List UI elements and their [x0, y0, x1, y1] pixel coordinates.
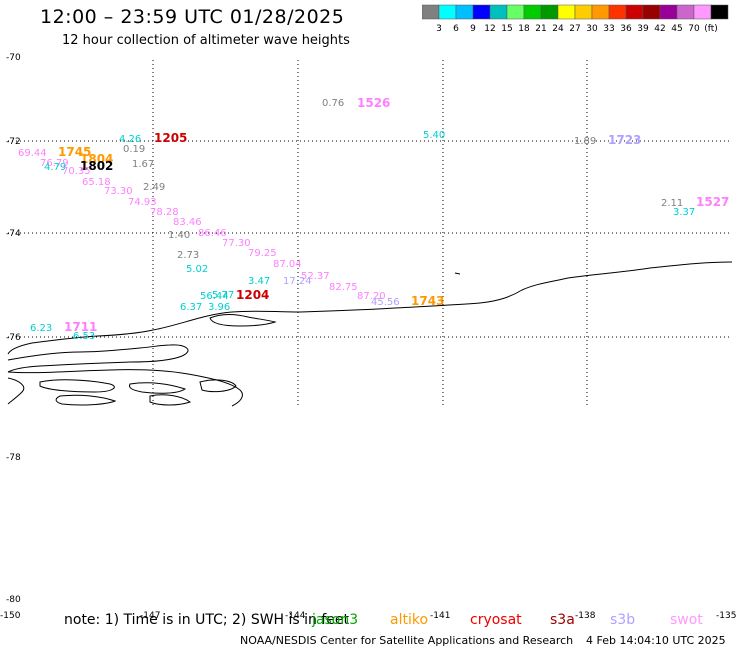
- wave-height-label: 2.49: [143, 182, 165, 193]
- wave-height-label: 17.24: [283, 276, 312, 287]
- wave-height-label: 83.46: [173, 217, 202, 228]
- wave-height-label: 0.76: [322, 98, 344, 109]
- wave-height-label: 3.37: [673, 207, 695, 218]
- graticule: [8, 60, 732, 406]
- scale-label: (ft): [704, 24, 718, 34]
- scale-label: 42: [654, 24, 665, 34]
- wave-height-label: 2.11: [661, 198, 683, 209]
- lat-label: -74: [6, 229, 21, 239]
- wave-height-label: 87.04: [273, 259, 302, 270]
- wave-height-label: 1711: [64, 320, 97, 334]
- footer-note: note: 1) Time is in UTC; 2) SWH is in fe…: [64, 612, 350, 628]
- wave-height-label: 52.37: [301, 271, 330, 282]
- scale-label: 36: [620, 24, 632, 34]
- legend-s3a: s3a: [550, 612, 575, 628]
- longitude-labels: -150 -147 -144 -141 -138 -135: [0, 611, 736, 621]
- scale-label: 21: [535, 24, 546, 34]
- legend-cryosat: cryosat: [470, 612, 522, 628]
- lon-label: -147: [140, 611, 160, 621]
- wave-height-label: 1.67: [132, 159, 154, 170]
- scale-label: 45: [671, 24, 682, 34]
- color-scale-graphic: 3 6 9 12 15 18 21 24 27 30 33 36 39 42 45 70 (ft): [421, 4, 729, 34]
- wave-height-label: 6.53: [73, 331, 95, 342]
- wave-height-label: 6.37: [180, 302, 202, 313]
- wave-height-label: 1526: [357, 96, 390, 110]
- scale-label: 9: [470, 24, 476, 34]
- lat-label: -70: [6, 53, 21, 63]
- wave-height-label: 77.30: [222, 238, 251, 249]
- scale-label: 12: [484, 24, 495, 34]
- wave-height-label: 1527: [696, 195, 729, 209]
- lat-label: -76: [6, 333, 21, 343]
- lat-label: -78: [6, 453, 21, 463]
- wave-height-label: 65.18: [82, 177, 111, 188]
- scale-label: 27: [569, 24, 580, 34]
- wave-height-label: 1743: [411, 294, 444, 308]
- scale-label: 33: [603, 24, 614, 34]
- scale-swatch: [710, 4, 729, 20]
- wave-height-label: 2.73: [177, 250, 199, 261]
- wave-height-label: 3.96: [208, 302, 230, 313]
- scale-label: 24: [552, 24, 564, 34]
- scale-label: 18: [518, 24, 530, 34]
- wave-height-label: 86.46: [198, 228, 227, 239]
- wave-height-label: 87.20: [357, 291, 386, 302]
- lat-label: -80: [6, 595, 21, 605]
- wave-height-label: 56.44: [200, 291, 229, 302]
- observation-labels: 0.76 1526 5.40 1.89 1723 4.26 1205 69.44 1745 0.1…: [18, 96, 729, 342]
- coastline: [7, 261, 733, 407]
- footer-timestamp: 4 Feb 14:04:10 UTC 2025: [586, 634, 726, 647]
- wave-height-label: 3.47: [248, 276, 270, 287]
- wave-height-label: 0.19: [123, 144, 145, 155]
- wave-height-label: 45.56: [371, 297, 400, 308]
- wave-height-label: 5.02: [186, 264, 208, 275]
- legend-s3b: s3b: [610, 612, 636, 628]
- legend-swot: swot: [670, 612, 703, 628]
- footer-credit: NOAA/NESDIS Center for Satellite Applica…: [240, 634, 574, 647]
- wave-height-label: 69.44: [18, 148, 47, 159]
- lon-label: -150: [0, 611, 21, 621]
- color-scale: 3 6 9 12 15 18 21 24 27 30 33 36 39 42 45 70 (ft): [421, 4, 732, 40]
- scale-label: 30: [586, 24, 598, 34]
- wave-height-label: 73.30: [104, 186, 133, 197]
- wave-height-label: 70.35: [62, 166, 91, 177]
- lon-label: -135: [716, 611, 736, 621]
- wave-height-label: 1723: [608, 133, 641, 147]
- wave-height-label: 1745: [58, 145, 91, 159]
- scale-label: 6: [453, 24, 459, 34]
- wave-height-label: 76.79: [40, 158, 69, 169]
- wave-height-label: 1205: [154, 131, 187, 145]
- wave-height-label: 1204: [236, 288, 269, 302]
- lon-label: -141: [430, 611, 450, 621]
- wave-height-label: 5.40: [423, 130, 445, 141]
- wave-height-label: 82.75: [329, 282, 358, 293]
- lat-label: -72: [6, 137, 21, 147]
- wave-height-label: 79.25: [248, 248, 277, 259]
- wave-height-label: 5.77: [212, 290, 234, 301]
- wave-height-label: 4.79: [44, 162, 66, 173]
- map-subtitle: 12 hour collection of altimeter wave hei…: [62, 33, 350, 48]
- wave-height-label: 78.28: [150, 207, 179, 218]
- wave-height-label: 1802: [80, 159, 113, 173]
- legend-jason3: jason3: [312, 612, 359, 628]
- scale-label: 39: [637, 24, 649, 34]
- wave-height-label: 1.40: [168, 230, 190, 241]
- wave-height-label: 1804: [80, 152, 113, 166]
- scale-label: 3: [436, 24, 442, 34]
- wave-height-label: 1.89: [574, 136, 596, 147]
- scale-label: 15: [501, 24, 512, 34]
- legend-altiko: altiko: [390, 612, 429, 628]
- latitude-labels: -70 -72 -74 -76 -78 -80: [6, 53, 21, 605]
- map-title: 12:00 – 23:59 UTC 01/28/2025: [40, 6, 345, 28]
- lon-label: -144: [285, 611, 306, 621]
- scale-label: 70: [688, 24, 700, 34]
- lon-label: -138: [575, 611, 596, 621]
- wave-height-label: 4.26: [119, 134, 141, 145]
- wave-height-label: 6.23: [30, 323, 52, 334]
- wave-height-label: 74.93: [128, 197, 157, 208]
